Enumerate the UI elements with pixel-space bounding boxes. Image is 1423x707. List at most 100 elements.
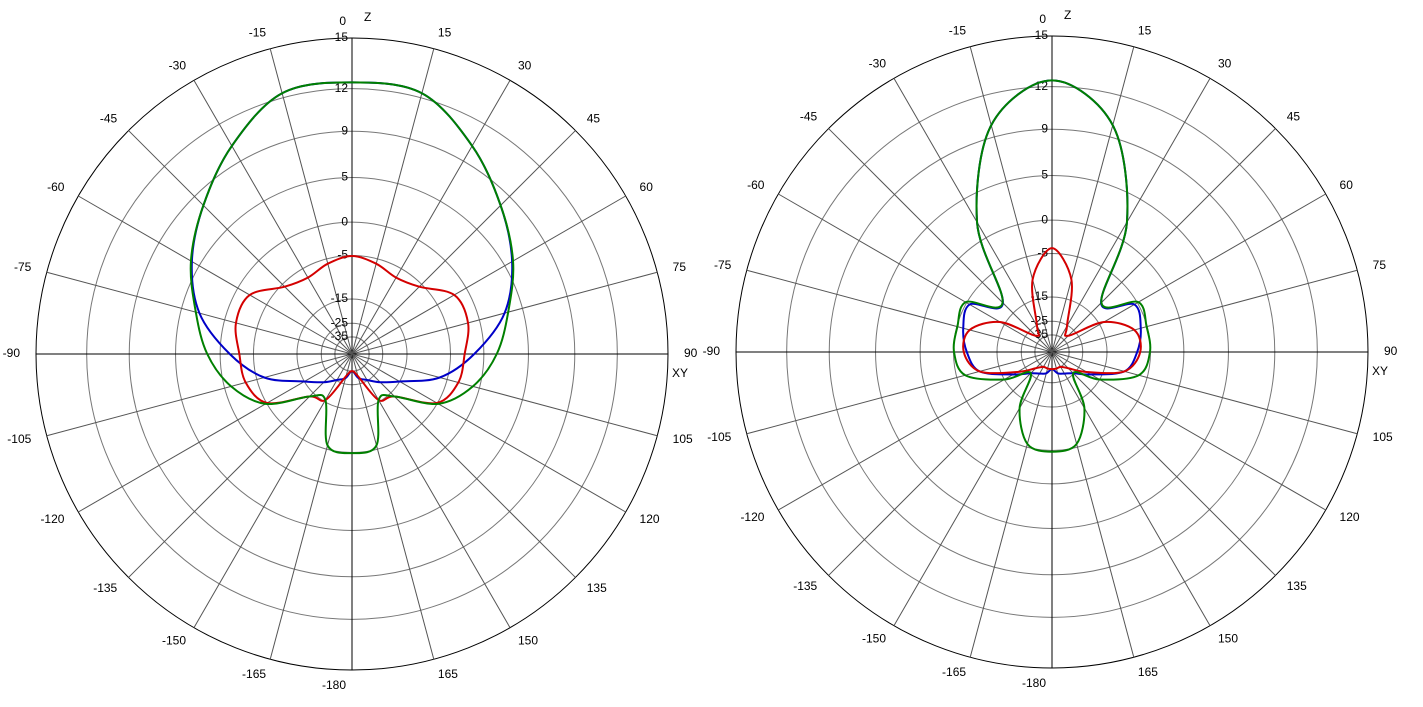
angle-tick-label: -135: [93, 581, 117, 595]
radial-tick-label: -5: [1037, 246, 1048, 260]
radial-tick-label: -15: [1031, 289, 1049, 303]
grid-spoke: [778, 351, 1053, 511]
angle-tick-label: 0: [339, 14, 346, 28]
angle-tick-label: -135: [793, 579, 817, 593]
angle-tick-label: 30: [518, 59, 532, 73]
grid-spoke: [1051, 78, 1211, 353]
angle-tick-label: 120: [1340, 510, 1360, 524]
z-axis-label: Z: [364, 10, 371, 24]
angle-tick-label: -180: [1022, 676, 1046, 690]
angle-tick-label: 90: [1384, 344, 1398, 358]
radial-tick-label: -5: [337, 248, 348, 262]
grid-spoke: [269, 48, 353, 355]
angle-tick-label: -15: [249, 25, 267, 39]
grid-spoke: [78, 195, 353, 355]
grid-spoke: [1051, 351, 1135, 658]
pattern-line: [962, 247, 1142, 375]
radial-tick-label: 9: [1041, 121, 1048, 135]
angle-tick-label: 45: [1287, 109, 1301, 123]
angle-tick-label: -105: [7, 432, 31, 446]
angle-tick-label: -30: [869, 57, 887, 71]
xy-axis-label: XY: [1372, 364, 1388, 378]
angle-tick-label: 30: [1218, 57, 1232, 71]
angle-tick-label: 75: [673, 260, 687, 274]
angle-tick-label: -45: [800, 109, 818, 123]
angle-tick-label: 15: [1138, 23, 1152, 37]
angle-tick-label: -165: [242, 667, 266, 681]
angle-tick-label: 150: [518, 634, 538, 648]
radial-tick-label: 5: [341, 170, 348, 184]
grid-spoke: [1051, 351, 1211, 626]
angle-tick-label: 120: [640, 512, 660, 526]
grid-spoke: [351, 80, 511, 355]
grid-spoke: [351, 48, 435, 355]
radial-tick-label: -15: [331, 291, 349, 305]
grid-spoke: [828, 351, 1053, 576]
angle-tick-label: -150: [862, 632, 886, 646]
angle-tick-label: 150: [1218, 632, 1238, 646]
angle-tick-label: -120: [40, 512, 64, 526]
angle-tick-label: -90: [3, 346, 21, 360]
angle-tick-label: 165: [1138, 665, 1158, 679]
radial-tick-label: -25: [331, 315, 349, 329]
grid-spoke: [893, 78, 1053, 353]
angle-tick-label: -165: [942, 665, 966, 679]
grid-spoke: [893, 351, 1053, 626]
angle-tick-label: -60: [47, 180, 65, 194]
angle-tick-label: -75: [714, 258, 732, 272]
angle-tick-label: 165: [438, 667, 458, 681]
grid-spoke: [269, 353, 353, 660]
grid-spoke: [351, 353, 435, 660]
angle-tick-label: -30: [169, 59, 187, 73]
grid-spoke: [46, 353, 353, 437]
angle-tick-label: -45: [100, 111, 118, 125]
angle-tick-label: -15: [949, 23, 967, 37]
grid-spoke: [351, 353, 626, 513]
radial-tick-label: -35: [331, 329, 349, 343]
angle-tick-label: 135: [587, 581, 607, 595]
grid-spoke: [1051, 128, 1276, 353]
grid-spoke: [128, 353, 353, 578]
angle-tick-label: 75: [1373, 258, 1387, 272]
grid-spoke: [746, 351, 1053, 435]
grid-spoke: [1051, 351, 1326, 511]
angle-tick-label: 105: [673, 432, 693, 446]
grid-spoke: [969, 46, 1053, 353]
radial-tick-label: 15: [335, 30, 349, 44]
grid-spoke: [128, 130, 353, 355]
angle-tick-label: -150: [162, 634, 186, 648]
grid-spoke: [351, 195, 626, 355]
grid-spoke: [351, 353, 658, 437]
xy-axis-label: XY: [672, 366, 688, 380]
z-axis-label: Z: [1064, 8, 1071, 22]
grid-spoke: [351, 353, 511, 628]
grid-spoke: [193, 353, 353, 628]
grid-spoke: [1051, 193, 1326, 353]
angle-tick-label: -120: [740, 510, 764, 524]
grid-spoke: [1051, 351, 1276, 576]
angle-tick-label: -105: [707, 430, 731, 444]
angle-tick-label: 60: [1340, 178, 1354, 192]
angle-tick-label: -180: [322, 678, 346, 692]
radial-tick-label: 0: [341, 214, 348, 228]
grid-spoke: [1051, 351, 1358, 435]
angle-tick-label: 105: [1373, 430, 1393, 444]
radial-tick-label: 0: [1041, 212, 1048, 226]
angle-tick-label: 45: [587, 111, 601, 125]
grid-spoke: [351, 353, 576, 578]
radial-tick-label: 12: [335, 81, 349, 95]
grid-spoke: [78, 353, 353, 513]
angle-tick-label: 135: [1287, 579, 1307, 593]
pattern-line: [952, 79, 1152, 453]
angle-tick-label: -90: [703, 344, 721, 358]
grid-spoke: [351, 130, 576, 355]
grid-spoke: [746, 269, 1053, 353]
angle-tick-label: -75: [14, 260, 32, 274]
angle-tick-label: 0: [1039, 12, 1046, 26]
grid-spoke: [778, 193, 1053, 353]
angle-tick-label: 15: [438, 25, 452, 39]
radial-tick-label: 9: [341, 123, 348, 137]
grid-spoke: [828, 128, 1053, 353]
